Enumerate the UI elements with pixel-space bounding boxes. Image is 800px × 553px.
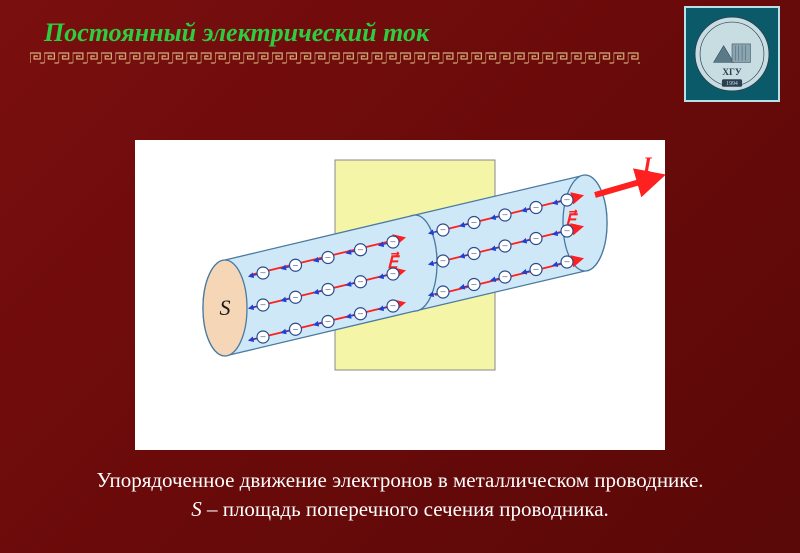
svg-text:−: −	[440, 225, 446, 237]
svg-text:−: −	[357, 244, 363, 256]
svg-text:−: −	[564, 257, 570, 269]
svg-text:−: −	[390, 269, 396, 281]
current-label: I	[642, 152, 653, 177]
svg-text:−: −	[292, 324, 298, 336]
svg-text:−: −	[260, 268, 266, 280]
university-logo: ХГУ 1994	[684, 6, 780, 102]
svg-text:ХГУ: ХГУ	[722, 67, 742, 77]
caption-line1: Упорядоченное движение электронов в мета…	[0, 466, 800, 494]
svg-text:−: −	[260, 332, 266, 344]
caption-var: S	[191, 497, 202, 521]
svg-text:−: −	[260, 300, 266, 312]
page-title: Постоянный электрический ток	[30, 18, 640, 48]
svg-text:−: −	[564, 226, 570, 238]
svg-text:1994: 1994	[726, 81, 738, 87]
conductor-diagram: S E⃗ E⃗ −−−−−−−−−−−−−−− −−−−−−−−−−−−−−− …	[135, 140, 665, 450]
greek-key-border	[30, 52, 640, 64]
svg-text:−: −	[325, 316, 331, 328]
caption: Упорядоченное движение электронов в мета…	[0, 466, 800, 523]
current-arrow	[595, 182, 640, 195]
svg-text:−: −	[292, 260, 298, 272]
svg-text:−: −	[325, 252, 331, 264]
svg-text:−: −	[564, 195, 570, 207]
svg-text:−: −	[471, 279, 477, 291]
area-label: S	[220, 295, 231, 320]
svg-text:−: −	[390, 237, 396, 249]
svg-text:−: −	[471, 217, 477, 229]
svg-text:−: −	[502, 272, 508, 284]
svg-text:−: −	[471, 248, 477, 260]
svg-text:−: −	[502, 241, 508, 253]
svg-text:−: −	[502, 210, 508, 222]
svg-text:−: −	[390, 301, 396, 313]
caption-rest: – площадь поперечного сечения проводника…	[202, 497, 609, 521]
svg-text:−: −	[440, 256, 446, 268]
svg-text:−: −	[533, 202, 539, 214]
svg-text:−: −	[357, 276, 363, 288]
svg-text:−: −	[533, 264, 539, 276]
svg-text:−: −	[292, 292, 298, 304]
svg-text:−: −	[533, 233, 539, 245]
caption-line2: S – площадь поперечного сечения проводни…	[0, 495, 800, 523]
svg-text:−: −	[325, 284, 331, 296]
svg-text:−: −	[357, 308, 363, 320]
svg-text:−: −	[440, 287, 446, 299]
header: Постоянный электрический ток	[30, 18, 640, 69]
